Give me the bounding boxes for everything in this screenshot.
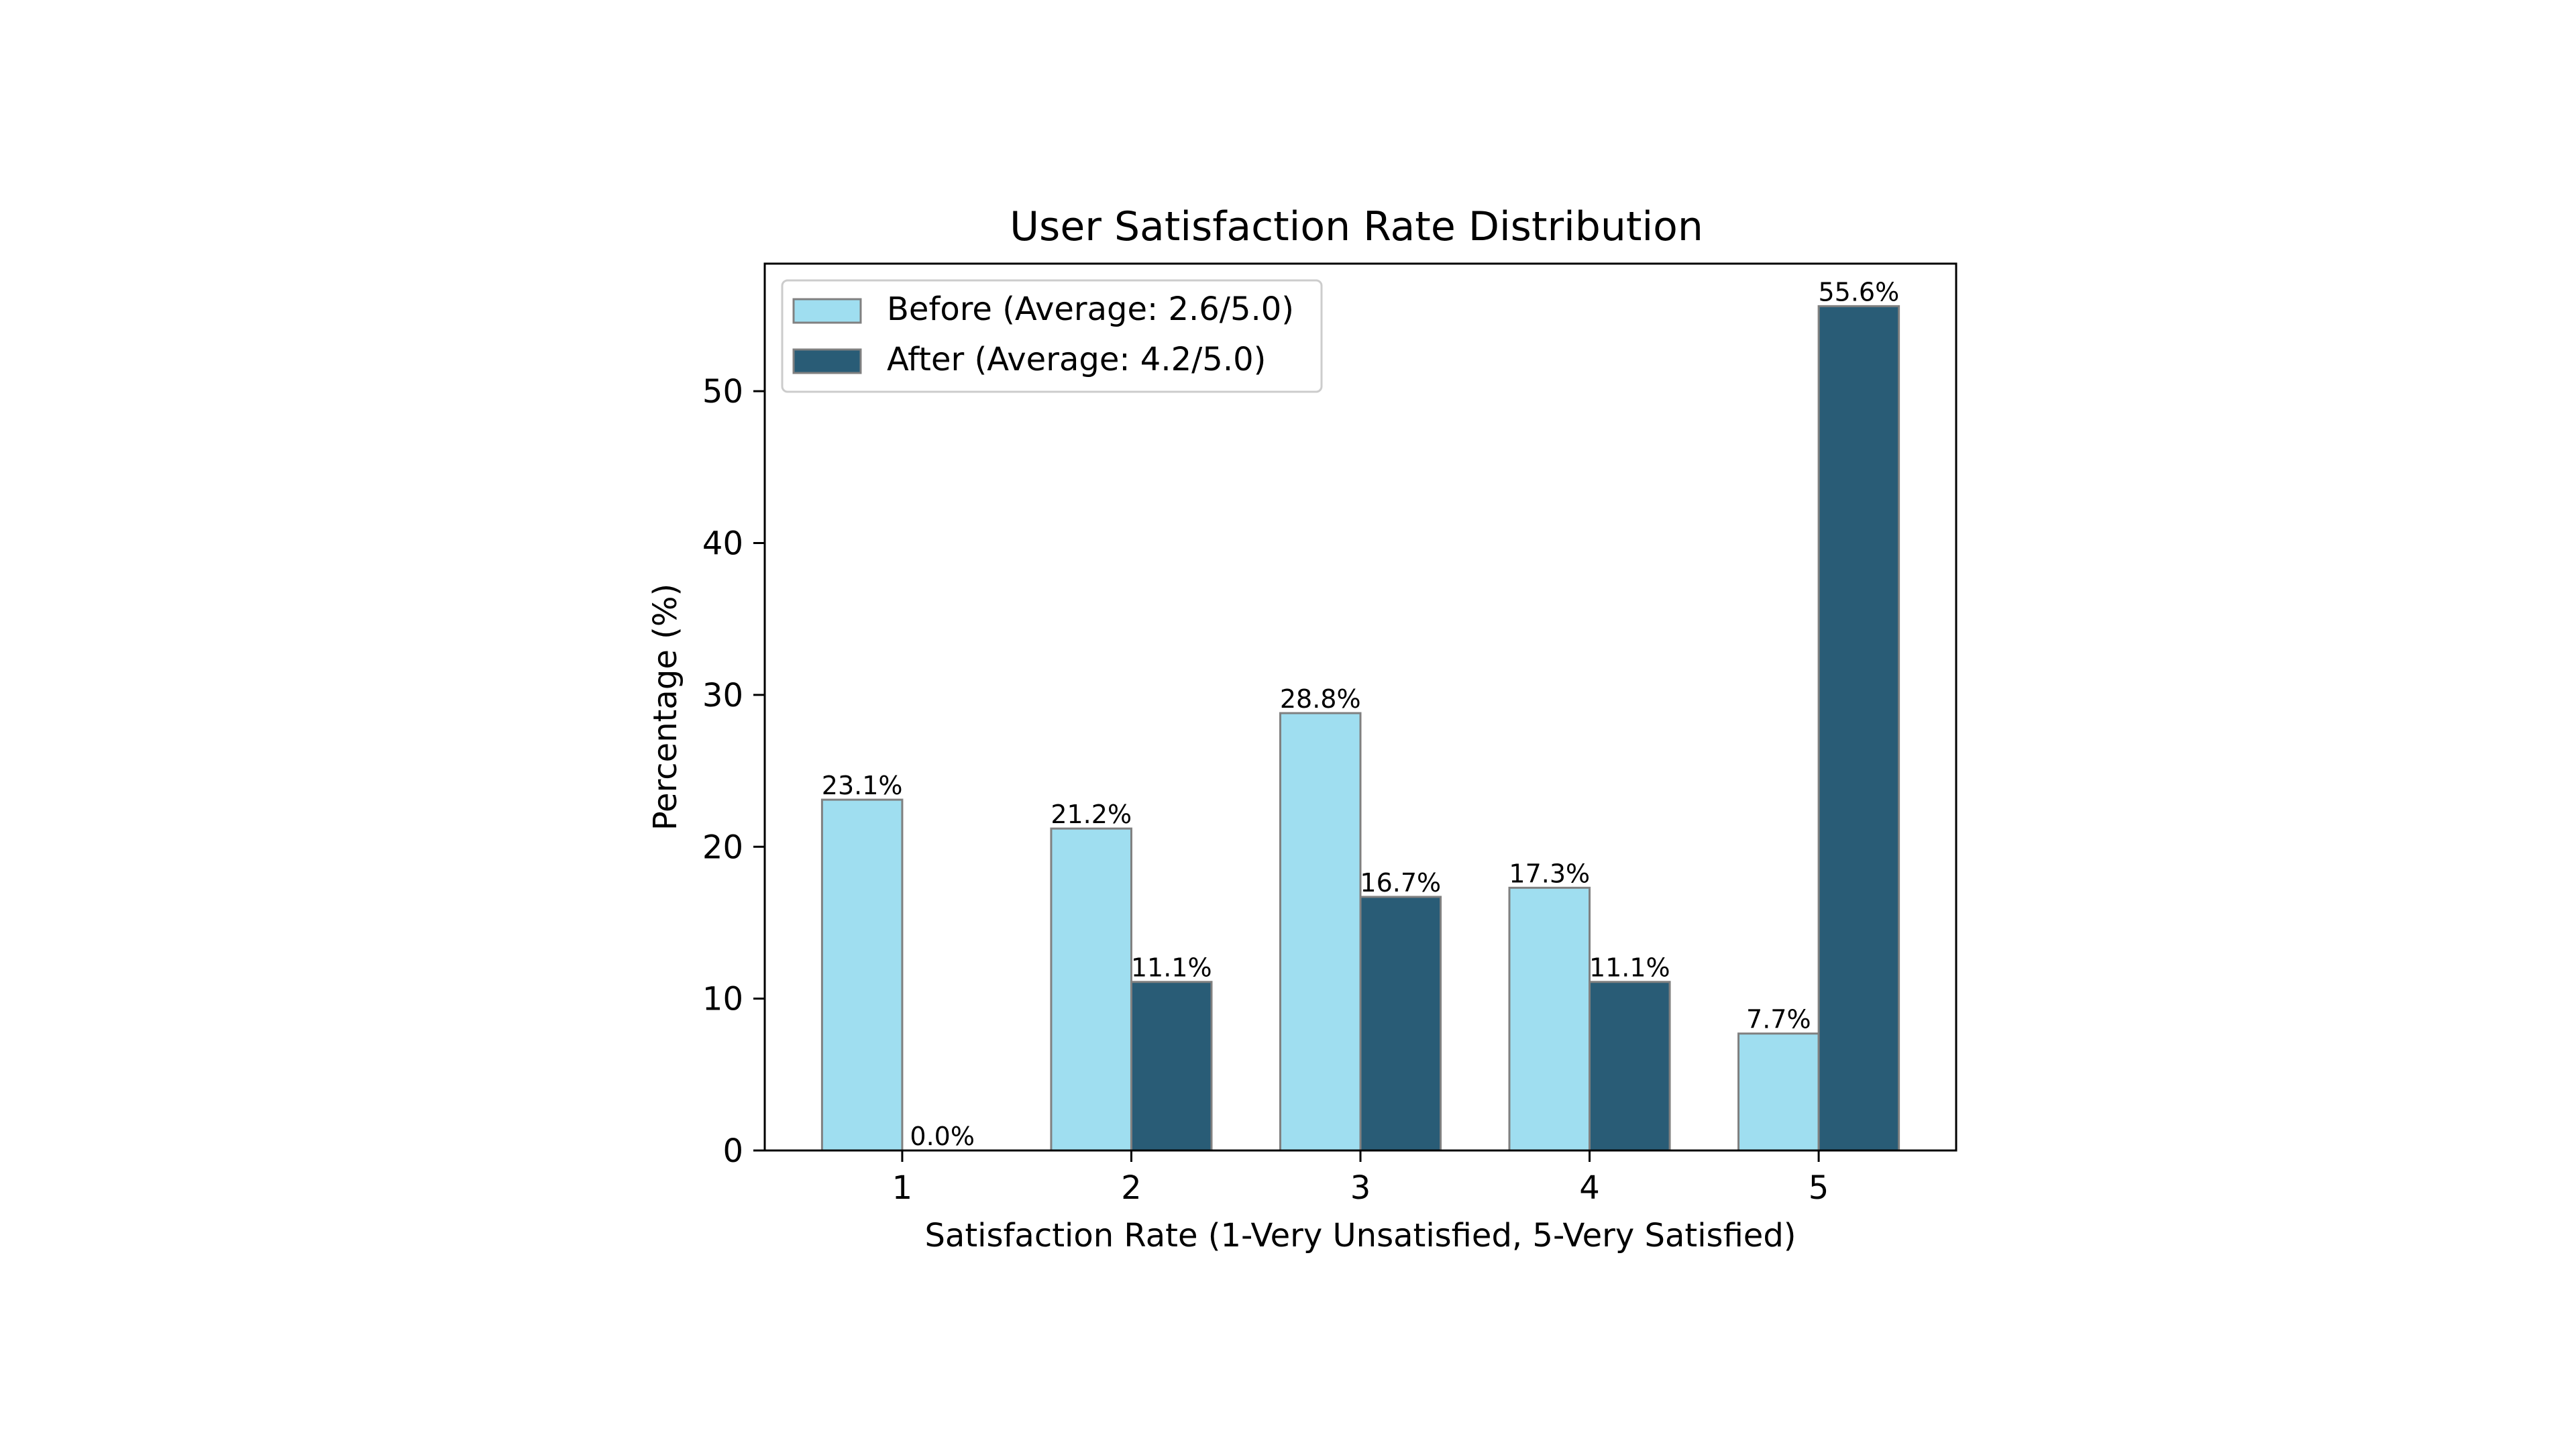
plot-area: 23.1% 21.2% 28.8% 17.3% 7.7% 0.0% 11.1% 16.7% 11… <box>820 277 1900 1152</box>
data-label-before-1: 23.1% <box>822 771 903 800</box>
x-tick-label-3: 3 <box>1350 1169 1371 1207</box>
bar-after-5 <box>1817 305 1900 1152</box>
y-axis-label: Percentage (%) <box>647 584 684 830</box>
legend: Before (Average: 2.6/5.0) After (Average… <box>781 279 1323 393</box>
data-label-before-3: 28.8% <box>1280 684 1361 714</box>
y-tick-label-10: 10 <box>702 981 743 1018</box>
data-label-after-4: 11.1% <box>1589 953 1670 983</box>
legend-swatch-after <box>792 348 862 374</box>
y-tick-label-30: 30 <box>702 677 743 714</box>
y-tick-label-40: 40 <box>702 525 743 563</box>
bar-after-4 <box>1589 981 1671 1152</box>
data-label-after-5: 55.6% <box>1818 277 1899 307</box>
legend-label-after: After (Average: 4.2/5.0) <box>887 341 1266 378</box>
bar-before-3 <box>1279 712 1362 1152</box>
bar-before-5 <box>1737 1032 1820 1152</box>
data-label-after-1: 0.0% <box>910 1122 975 1151</box>
x-tick-label-1: 1 <box>892 1169 913 1207</box>
x-axis: 1 2 3 4 5 <box>892 1150 1829 1207</box>
data-label-before-5: 7.7% <box>1746 1005 1811 1034</box>
x-tick-label-4: 4 <box>1579 1169 1600 1207</box>
x-tick-label-2: 2 <box>1121 1169 1142 1207</box>
data-label-after-3: 16.7% <box>1360 868 1441 898</box>
legend-label-before: Before (Average: 2.6/5.0) <box>887 290 1294 328</box>
bar-before-1 <box>820 798 904 1152</box>
x-axis-label: Satisfaction Rate (1-Very Unsatisfied, 5… <box>924 1217 1796 1254</box>
chart-title: User Satisfaction Rate Distribution <box>1010 203 1703 250</box>
data-label-before-2: 21.2% <box>1051 800 1132 829</box>
legend-frame <box>781 279 1323 393</box>
bar-after-3 <box>1359 896 1442 1152</box>
y-tick-label-0: 0 <box>722 1132 743 1170</box>
y-axis: 0 10 20 30 40 50 <box>702 373 765 1170</box>
data-label-after-2: 11.1% <box>1131 953 1212 983</box>
y-tick-label-50: 50 <box>702 373 743 411</box>
bar-after-2 <box>1130 981 1213 1152</box>
data-label-before-4: 17.3% <box>1509 859 1590 888</box>
legend-swatch-before <box>792 298 862 324</box>
bar-before-2 <box>1050 827 1132 1152</box>
bar-before-4 <box>1508 886 1591 1152</box>
x-tick-label-5: 5 <box>1809 1169 1829 1207</box>
y-tick-label-20: 20 <box>702 828 743 866</box>
